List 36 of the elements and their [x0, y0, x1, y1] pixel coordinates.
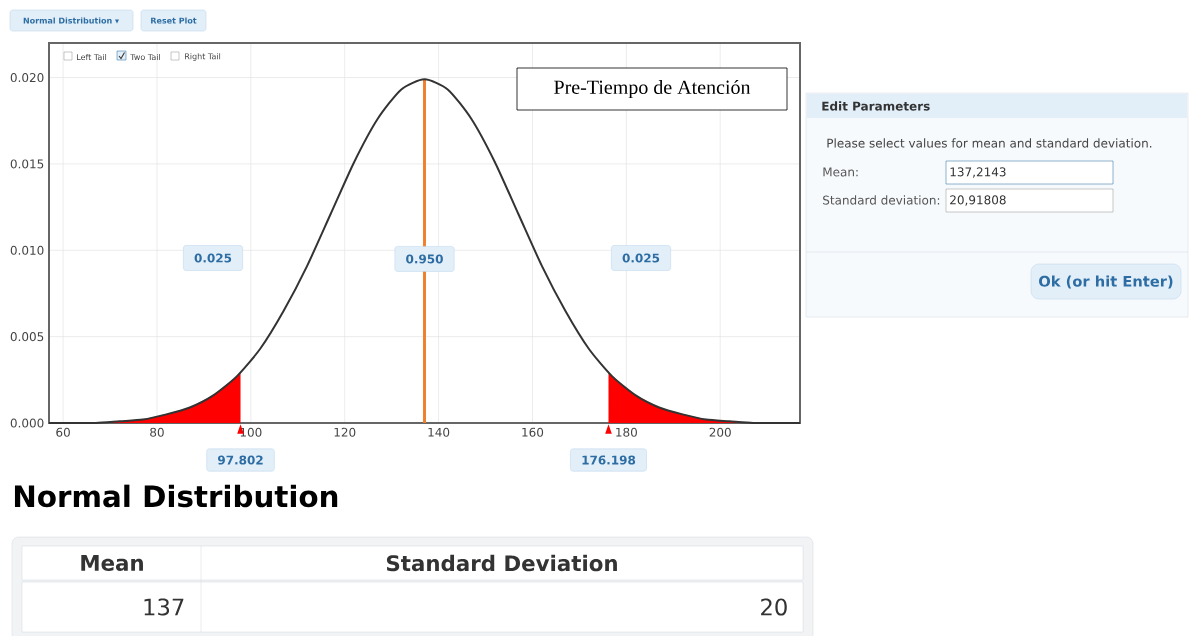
x-tick-label: 140: [428, 427, 450, 437]
x-tick-label: 200: [709, 427, 731, 437]
annotation: Left Tail: [77, 53, 107, 61]
text: Standard deviation:: [823, 195, 940, 205]
text: 20,91808: [950, 195, 1006, 206]
text: Pre-Tiempo de Atención: [554, 79, 751, 99]
y-tick-label: 0.000: [10, 418, 44, 428]
text: 137,2143: [950, 167, 1006, 178]
text: Ok (or hit Enter): [1039, 275, 1173, 289]
annotation: 97.802: [217, 455, 263, 465]
x-tick-label: 160: [522, 427, 544, 437]
x-tick-label: 80: [150, 427, 164, 437]
text: Standard Deviation: [386, 554, 617, 572]
text: Edit Parameters: [822, 101, 930, 111]
y-tick-label: 0.020: [10, 73, 44, 83]
text: Mean: [81, 555, 143, 571]
annotation: 0.025: [194, 253, 232, 263]
annotation: Right Tail: [185, 53, 221, 61]
text: Please select values for mean and standard deviation.: [827, 138, 1152, 148]
text: 20: [761, 598, 787, 616]
text: Normal Distribution: [14, 484, 338, 508]
annotation: 0.950: [406, 254, 443, 264]
text: Reset Plot: [151, 17, 197, 24]
annotation: 0.025: [622, 253, 660, 263]
x-tick-label: 100: [240, 427, 262, 437]
annotation: 176.198: [582, 455, 636, 465]
text: 137: [144, 598, 184, 616]
x-tick-label: 180: [616, 427, 637, 437]
annotation: Two Tail: [130, 53, 160, 61]
text: Normal Distribution ▾: [23, 17, 119, 24]
text: Mean:: [823, 167, 858, 177]
y-tick-label: 0.015: [10, 159, 44, 169]
y-tick-label: 0.005: [10, 332, 44, 342]
x-tick-label: 60: [56, 427, 70, 437]
x-tick-label: 120: [334, 427, 356, 437]
y-tick-label: 0.010: [10, 245, 44, 255]
